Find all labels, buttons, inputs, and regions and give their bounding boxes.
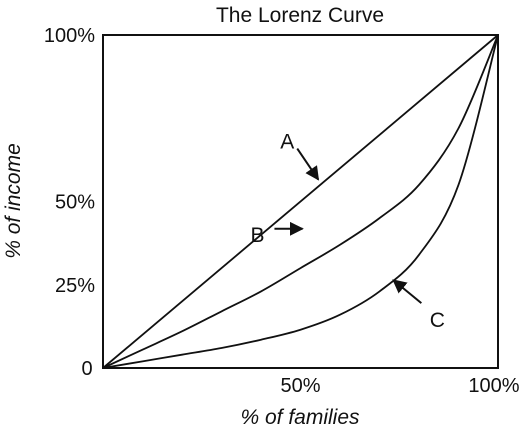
chart-title: The Lorenz Curve [216,4,384,27]
curve-a [102,34,499,369]
curve-label-a: A [280,131,294,154]
y-tick-label: 50% [55,192,95,214]
curve-label-b: B [250,224,264,247]
y-axis-label: % of income [2,143,25,259]
curve-b [102,34,499,369]
curve-c [102,34,499,369]
x-tick-label: 0 [81,358,92,380]
y-tick-label: 25% [55,275,95,297]
plot-frame [102,34,499,369]
x-tick-label: 50% [280,375,320,397]
annotations-group: A B C [250,131,444,333]
curve-label-c: C [430,309,445,332]
x-tick-label: 100% [468,375,519,397]
ticks-group: 0 50% 100% 25% 50% 100% [44,25,520,397]
arrow-c [392,279,422,304]
curves-group [102,34,499,369]
x-axis-label: % of families [240,406,360,429]
y-tick-label: 100% [44,25,95,47]
arrow-a [296,147,320,181]
